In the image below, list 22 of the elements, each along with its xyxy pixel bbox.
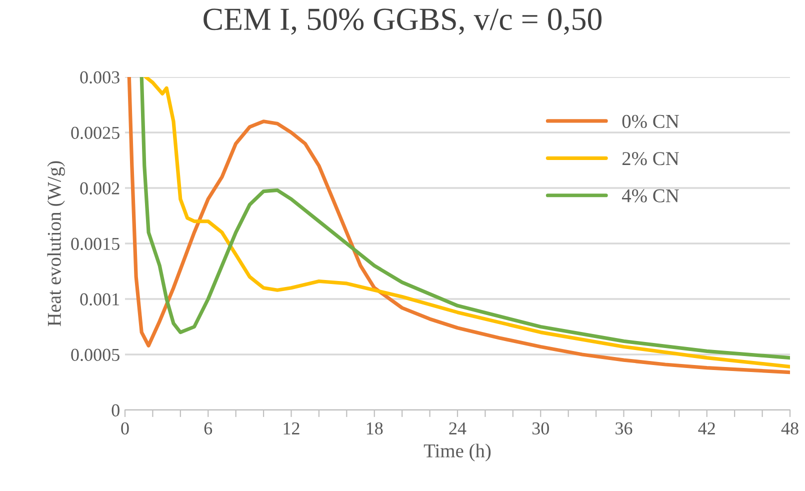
y-tick-label: 0.003 (80, 71, 120, 84)
legend-label: 4% CN (622, 189, 679, 202)
x-tick-label: 48 (781, 422, 798, 435)
x-tick-label: 24 (449, 422, 466, 434)
y-tick-label: 0.0005 (71, 348, 120, 362)
legend-label: 2% CN (622, 152, 679, 166)
x-axis-title: Time (h) (424, 444, 491, 462)
x-tick-label: 30 (532, 422, 549, 435)
y-tick-label: 0.002 (80, 182, 120, 195)
y-tick-label: 0 (112, 404, 120, 416)
y-axis-title: Heat evolution (W/g) (47, 161, 65, 326)
x-tick-label: 0 (121, 422, 129, 435)
x-tick-label: 36 (616, 422, 632, 435)
legend-label: 0% CN (622, 114, 679, 128)
chart-title: CEM I, 50% GGBS, v/c = 0,50 (204, 8, 602, 35)
x-tick-label: 18 (366, 422, 383, 435)
x-tick-label: 6 (204, 422, 212, 435)
x-tick-label: 42 (698, 422, 715, 434)
y-tick-label: 0.001 (80, 293, 120, 306)
y-tick-label: 0.0025 (71, 126, 120, 140)
y-tick-label: 0.0015 (71, 238, 120, 250)
x-tick-label: 12 (284, 422, 300, 434)
